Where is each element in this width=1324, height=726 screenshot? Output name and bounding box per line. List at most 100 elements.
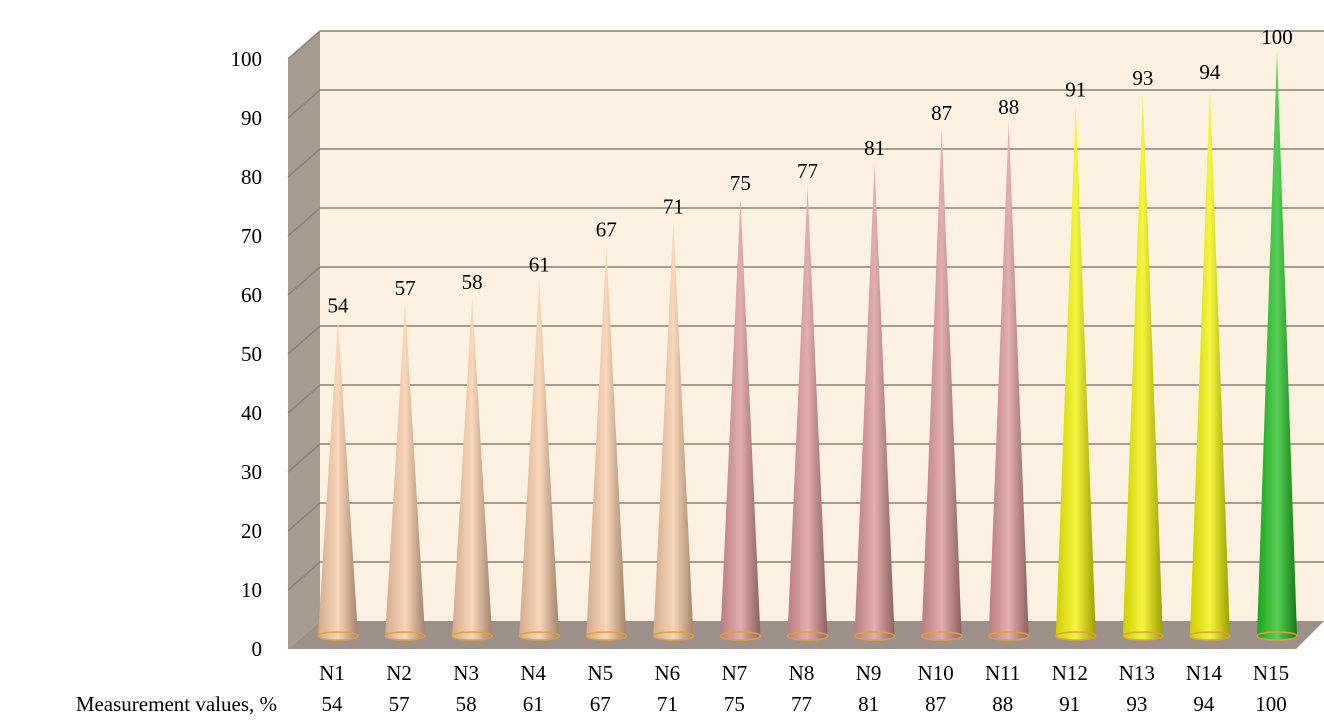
x-tick-label: N11 <box>985 661 1020 685</box>
data-label: 94 <box>1199 60 1221 84</box>
y-tick-label: 0 <box>252 637 263 661</box>
y-tick-label: 70 <box>241 224 262 248</box>
x-tick-label: N8 <box>789 661 815 685</box>
cone-base-ring <box>384 631 426 641</box>
table-value: 77 <box>791 692 812 716</box>
table-value: 81 <box>858 692 879 716</box>
data-label: 58 <box>462 270 483 294</box>
table-value: 61 <box>523 692 544 716</box>
cone-base-ring <box>920 631 963 641</box>
data-label: 88 <box>998 95 1019 119</box>
y-tick-label: 90 <box>241 106 262 130</box>
gridline <box>287 384 1324 414</box>
table-value: 57 <box>389 692 410 716</box>
data-label: 81 <box>864 136 885 160</box>
cone-base-ring <box>1055 631 1097 641</box>
x-tick-label: N4 <box>520 661 546 685</box>
y-axis: 0 10 20 30 40 50 60 70 80 90 100 <box>231 47 263 661</box>
cone-n12 <box>1055 104 1096 641</box>
cone-base-ring <box>1122 631 1164 641</box>
cone-n3 <box>452 297 493 640</box>
table-value: 88 <box>992 692 1013 716</box>
gridline <box>287 502 1324 532</box>
data-label: 93 <box>1132 66 1153 90</box>
gridline <box>287 443 1324 473</box>
cone-n1 <box>318 320 358 640</box>
y-tick-label: 10 <box>241 578 262 602</box>
gridline <box>287 148 1324 178</box>
cone-base-ring <box>786 631 829 641</box>
table-value: 91 <box>1059 692 1080 716</box>
gridlines <box>287 30 1324 591</box>
data-table-row: Measurement values, % 54 57 58 61 67 71 75 77 81… <box>76 692 1287 716</box>
x-tick-label: N5 <box>587 661 613 685</box>
x-tick-label: N13 <box>1119 661 1155 685</box>
cone-base-ring <box>317 631 359 641</box>
cone-base-ring <box>451 631 493 641</box>
cone-n2 <box>385 303 426 640</box>
table-value: 87 <box>925 692 946 716</box>
y-tick-label: 30 <box>241 460 262 484</box>
cone-n8 <box>787 186 828 641</box>
table-value: 58 <box>456 692 477 716</box>
x-tick-label: N15 <box>1253 661 1289 685</box>
data-label: 57 <box>395 276 416 300</box>
data-label: 71 <box>663 194 684 218</box>
cone-base-ring <box>585 631 628 641</box>
data-label: 77 <box>797 159 818 183</box>
cone-base-ring <box>518 631 560 641</box>
cone-base-ring <box>1256 631 1298 641</box>
cone-base-ring <box>987 631 1030 641</box>
data-label: 54 <box>328 294 350 318</box>
x-tick-label: N10 <box>918 661 954 685</box>
y-tick-label: 50 <box>241 342 262 366</box>
cone-base-ring <box>652 631 695 641</box>
gridline <box>287 89 1324 119</box>
x-tick-label: N12 <box>1052 661 1088 685</box>
y-tick-label: 20 <box>241 519 262 543</box>
y-tick-label: 80 <box>241 165 262 189</box>
x-tick-label: N6 <box>655 661 681 685</box>
cone-n4 <box>519 279 560 640</box>
x-tick-label: N3 <box>453 661 479 685</box>
gridline <box>287 266 1324 296</box>
data-label: 100 <box>1261 25 1293 49</box>
data-label: 75 <box>730 171 751 195</box>
gridline <box>287 207 1324 237</box>
data-label: 67 <box>596 218 617 242</box>
y-tick-label: 100 <box>231 47 263 71</box>
cone-base-ring <box>719 631 762 641</box>
cone-n6 <box>653 221 694 640</box>
data-label: 91 <box>1065 77 1086 101</box>
cone-n10 <box>921 127 962 640</box>
table-value: 100 <box>1255 692 1287 716</box>
cone-base-ring <box>853 631 896 641</box>
cone-base-ring <box>1189 631 1231 641</box>
y-tick-label: 60 <box>241 283 262 307</box>
cone-series <box>317 51 1298 641</box>
cone-n9 <box>854 162 895 640</box>
cone-n14 <box>1189 86 1230 641</box>
x-tick-label: N14 <box>1186 661 1223 685</box>
table-value: 94 <box>1193 692 1215 716</box>
cone-n15 <box>1257 51 1297 640</box>
x-axis: N1 N2 N3 N4 N5 N6 N7 N8 N9 N10 N11 N12 N13 N14 N15 <box>319 661 1289 685</box>
x-tick-label: N1 <box>319 661 345 685</box>
x-tick-label: N2 <box>386 661 412 685</box>
data-label: 87 <box>931 101 952 125</box>
table-value: 54 <box>322 692 344 716</box>
x-tick-label: N7 <box>722 661 748 685</box>
table-value: 71 <box>657 692 678 716</box>
table-value: 75 <box>724 692 745 716</box>
data-labels: 54 57 58 61 67 71 75 77 81 87 88 91 93 94 100 <box>328 25 1293 318</box>
data-label: 61 <box>529 253 550 277</box>
gridline <box>287 325 1324 355</box>
y-tick-label: 40 <box>241 401 262 425</box>
x-tick-label: N9 <box>856 661 882 685</box>
cone-n5 <box>586 244 627 640</box>
gridline <box>287 561 1324 591</box>
cone-n7 <box>720 197 761 641</box>
table-value: 93 <box>1126 692 1147 716</box>
cone-n11 <box>988 121 1029 640</box>
